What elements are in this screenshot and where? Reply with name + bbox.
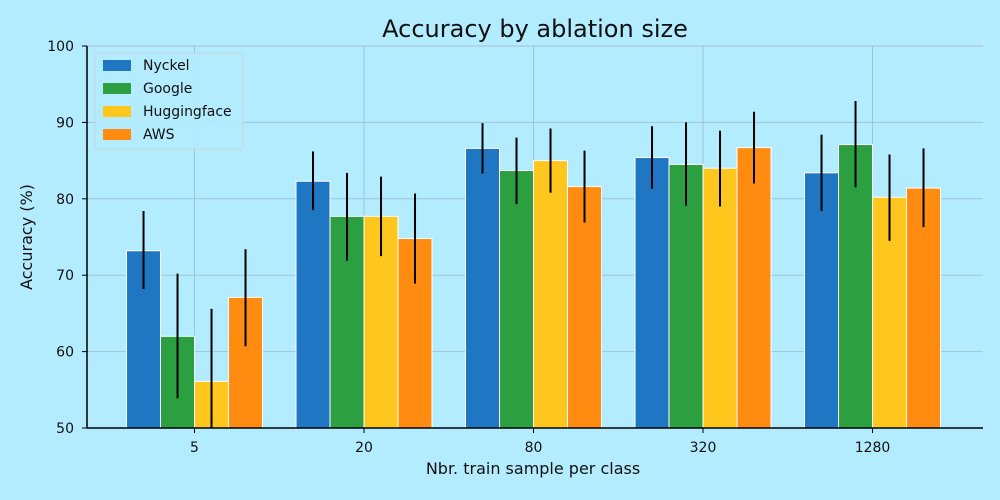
legend: Nyckel Google Huggingface AWS <box>95 53 243 149</box>
bar-aws-320 <box>737 148 771 428</box>
bar-aws-80 <box>568 187 602 428</box>
y-tick-label: 60 <box>56 345 74 361</box>
legend-label-aws: AWS <box>143 127 175 143</box>
y-axis-label: Accuracy (%) <box>17 184 36 290</box>
bar-nyckel-320 <box>635 158 669 428</box>
bar-nyckel-80 <box>466 148 500 428</box>
legend-label-huggingface: Huggingface <box>143 104 232 120</box>
legend-swatch-nyckel <box>103 60 131 71</box>
x-tick-label: 1280 <box>855 440 891 456</box>
bar-nyckel-1280 <box>805 173 839 428</box>
x-tick-label: 20 <box>355 440 373 456</box>
y-tick-label: 80 <box>56 192 74 208</box>
bar-huggingface-320 <box>703 168 737 428</box>
x-tick-label: 320 <box>690 440 717 456</box>
x-tick-label: 5 <box>190 440 199 456</box>
x-axis-label: Nbr. train sample per class <box>426 459 640 478</box>
legend-swatch-google <box>103 83 131 94</box>
y-tick-label: 100 <box>47 39 74 55</box>
bar-huggingface-80 <box>534 161 568 428</box>
chart-title: Accuracy by ablation size <box>382 15 688 43</box>
legend-label-google: Google <box>143 81 192 97</box>
legend-swatch-aws <box>103 129 131 140</box>
y-tick-label: 50 <box>56 421 74 437</box>
y-tick-label: 90 <box>56 115 74 131</box>
legend-swatch-huggingface <box>103 106 131 117</box>
x-tick-label: 80 <box>525 440 543 456</box>
y-tick-label: 70 <box>56 268 74 284</box>
bar-nyckel-20 <box>296 181 330 428</box>
bars <box>127 145 941 428</box>
bar-google-80 <box>500 171 534 428</box>
legend-label-nyckel: Nyckel <box>143 58 190 74</box>
